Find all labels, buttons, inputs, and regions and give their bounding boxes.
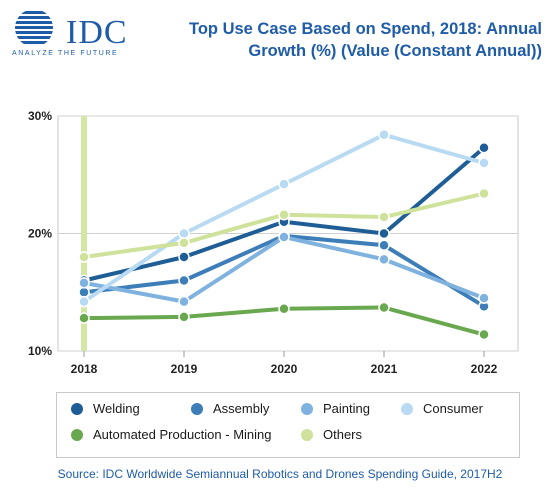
data-point [278,208,290,221]
data-point [478,141,490,154]
data-point [78,251,90,263]
chart-title: Top Use Case Based on Spend, 2018: Annua… [162,18,542,62]
legend-swatch [301,428,313,441]
data-point [378,239,390,251]
legend-swatch [401,402,413,415]
legend-item: Consumer [401,401,483,416]
legend-item: Automated Production - Mining [71,427,271,442]
legend-swatch [71,428,83,441]
source-note: Source: IDC Worldwide Semiannual Robotic… [57,467,503,481]
data-point [378,301,390,314]
x-tick-label: 2021 [371,362,398,376]
category-highlight-band [81,116,87,351]
y-tick-label: 30% [28,109,52,123]
data-point [178,274,190,287]
data-point [78,312,90,324]
legend-label: Welding [93,401,140,416]
data-point [378,211,390,223]
data-point [278,302,290,315]
legend-swatch [191,402,203,415]
chart-legend: Welding Assembly Painting Consumer Automated… [56,392,520,458]
legend-label: Assembly [213,401,270,416]
data-point [478,157,490,169]
data-point [478,328,490,341]
data-point [378,253,390,266]
brand-name: IDC [66,14,128,51]
data-point [178,237,190,249]
legend-label: Automated Production - Mining [93,427,272,442]
data-point [378,129,390,141]
line-chart: 10% 20% 30% 2018 2019 2020 2021 2022 [28,109,519,376]
data-point [178,311,190,323]
chart-title-line-2: Growth (%) (Value (Constant Annual)) [248,42,542,60]
brand-tagline: ANALYZE THE FUTURE [12,50,119,57]
legend-item: Welding [71,401,140,416]
x-tick-label: 2018 [71,362,98,376]
legend-swatch [301,402,313,415]
data-point [278,231,290,243]
data-point [178,251,190,263]
data-point [78,277,90,289]
x-tick-label: 2022 [471,362,498,376]
idc-logo: IDC ANALYZE THE FUTURE [8,8,138,68]
data-point [378,227,390,240]
legend-label: Painting [323,401,370,416]
legend-swatch [71,402,83,415]
data-point [478,187,490,200]
legend-label: Consumer [423,401,483,416]
legend-item: Painting [301,401,370,416]
data-point [278,178,290,190]
data-point [478,292,490,304]
data-point [178,227,190,240]
legend-item: Others [301,427,362,442]
data-point [78,286,90,298]
y-tick-label: 20% [28,227,52,241]
chart-title-line-1: Top Use Case Based on Spend, 2018: Annua… [188,20,542,38]
data-point [178,295,190,308]
data-point [78,295,90,308]
y-tick-label: 10% [28,344,52,358]
legend-item: Assembly [191,401,269,416]
globe-icon [15,11,53,44]
legend-label: Others [323,427,363,442]
x-tick-label: 2019 [171,362,198,376]
x-tick-label: 2020 [271,362,298,376]
